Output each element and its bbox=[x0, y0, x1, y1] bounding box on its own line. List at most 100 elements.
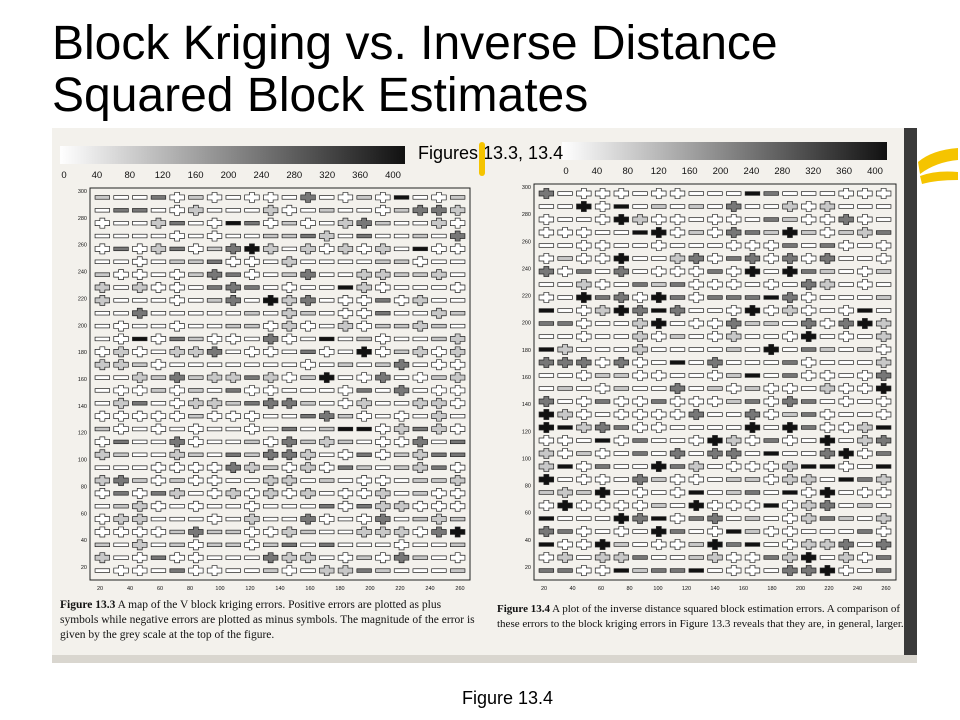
fig-13-4-x-tick: 260 bbox=[881, 586, 890, 592]
fig-13-4-minus-symbol bbox=[819, 516, 836, 521]
fig-13-4-plus-symbol bbox=[613, 305, 629, 316]
fig-13-4-plus-symbol bbox=[613, 396, 629, 407]
fig-13-3-plus-symbol bbox=[281, 552, 297, 564]
fig-13-4-minus-symbol bbox=[557, 425, 573, 430]
fig-13-3-minus-symbol bbox=[225, 555, 241, 560]
fig-13-3-plus-symbol bbox=[206, 513, 223, 525]
fig-13-3-plus-symbol bbox=[337, 500, 354, 512]
fig-13-4-minus-symbol bbox=[744, 295, 761, 300]
fig-13-3-plus-symbol bbox=[450, 487, 466, 499]
fig-13-4-minus-symbol bbox=[538, 568, 555, 573]
fig-13-4-minus-symbol bbox=[857, 503, 873, 508]
fig-13-3-minus-symbol bbox=[206, 529, 223, 535]
fig-13-4-minus-symbol bbox=[819, 269, 836, 274]
fig-13-4-plus-symbol bbox=[557, 344, 573, 355]
fig-13-4-plus-symbol bbox=[875, 409, 892, 420]
fig-13-3-minus-symbol bbox=[393, 221, 410, 226]
fig-13-4-plus-symbol bbox=[782, 539, 798, 550]
fig-13-4-plus-symbol bbox=[651, 422, 667, 433]
fig-13-4-plus-symbol bbox=[875, 396, 892, 407]
fig-13-4-minus-symbol bbox=[857, 568, 873, 573]
fig-13-3-minus-symbol bbox=[281, 542, 297, 547]
fig-13-3-minus-symbol bbox=[319, 221, 335, 226]
fig-13-4-plus-symbol bbox=[557, 552, 573, 563]
fig-13-3-minus-symbol bbox=[94, 504, 110, 509]
fig-13-3-plus-symbol bbox=[319, 462, 335, 474]
fig-13-4-minus-symbol bbox=[726, 477, 742, 482]
fig-13-4-plus-symbol bbox=[782, 331, 798, 342]
fig-13-3-scale-tick: 320 bbox=[319, 170, 335, 181]
fig-13-3-minus-symbol bbox=[300, 233, 316, 239]
fig-13-4-minus-symbol bbox=[763, 425, 779, 430]
fig-13-3-plus-symbol bbox=[281, 462, 297, 474]
fig-13-3-minus-symbol bbox=[393, 311, 410, 316]
fig-13-4-plus-symbol bbox=[744, 500, 761, 511]
fig-13-3-minus-symbol bbox=[225, 542, 241, 547]
fig-13-3-minus-symbol bbox=[393, 465, 410, 470]
fig-13-4-plus-symbol bbox=[838, 422, 854, 433]
fig-13-3-minus-symbol bbox=[244, 362, 260, 367]
fig-13-3-minus-symbol bbox=[206, 208, 223, 213]
fig-13-3-minus-symbol bbox=[337, 426, 354, 432]
fig-13-3-plus-symbol bbox=[263, 372, 279, 383]
fig-13-4-plus-symbol bbox=[763, 409, 779, 420]
fig-13-4-plus-symbol bbox=[688, 474, 704, 485]
fig-13-3-plus-symbol bbox=[337, 307, 354, 319]
fig-13-3-minus-symbol bbox=[412, 388, 428, 393]
fig-13-4-plus-symbol bbox=[838, 448, 854, 459]
fig-13-4-minus-symbol bbox=[538, 204, 555, 209]
fig-13-3-minus-symbol bbox=[113, 221, 129, 226]
fig-13-3-plus-symbol bbox=[188, 462, 204, 474]
fig-13-3-plus-symbol bbox=[431, 204, 447, 216]
fig-13-3-plus-symbol bbox=[319, 565, 335, 576]
fig-13-4-plus-symbol bbox=[819, 253, 836, 264]
fig-13-4-minus-symbol bbox=[557, 308, 573, 313]
fig-13-3-minus-symbol bbox=[393, 285, 410, 290]
fig-13-3-minus-symbol bbox=[263, 272, 279, 277]
fig-13-3-minus-symbol bbox=[150, 375, 167, 380]
fig-13-3-minus-symbol bbox=[206, 388, 223, 393]
fig-13-3-minus-symbol bbox=[356, 388, 372, 393]
fig-13-3-plus-symbol bbox=[188, 552, 204, 564]
fig-13-4-plus-symbol bbox=[576, 253, 592, 264]
fig-13-4-plus-symbol bbox=[576, 526, 592, 537]
fig-13-4-plus-symbol bbox=[726, 383, 742, 394]
fig-13-3-plus-symbol bbox=[281, 449, 297, 461]
fig-13-4-plus-symbol bbox=[819, 279, 836, 290]
fig-13-4-minus-symbol bbox=[819, 308, 836, 313]
fig-13-3-minus-symbol bbox=[132, 362, 148, 367]
figure-13-4-text: A plot of the inverse distance squared b… bbox=[497, 603, 904, 630]
fig-13-3-x-tick: 240 bbox=[425, 586, 434, 592]
fig-13-3-plus-symbol bbox=[132, 346, 148, 358]
fig-13-4-minus-symbol bbox=[782, 490, 798, 495]
fig-13-4-minus-symbol bbox=[763, 438, 779, 443]
fig-13-4-plus-symbol bbox=[613, 292, 629, 303]
fig-13-4-plus-symbol bbox=[782, 305, 798, 316]
fig-13-4-plus-symbol bbox=[707, 227, 723, 238]
fig-13-3-plus-symbol bbox=[393, 359, 410, 371]
fig-13-4-plus-symbol bbox=[594, 383, 611, 394]
fig-13-3-plus-symbol bbox=[113, 397, 129, 409]
fig-13-3-minus-symbol bbox=[431, 465, 447, 470]
fig-13-3-minus-symbol bbox=[188, 388, 204, 393]
fig-13-3-plus-symbol bbox=[281, 565, 297, 576]
fig-13-3-minus-symbol bbox=[393, 336, 410, 342]
fig-13-4-minus-symbol bbox=[857, 334, 873, 339]
fig-13-3-minus-symbol bbox=[431, 336, 447, 342]
fig-13-3-minus-symbol bbox=[319, 491, 335, 496]
fig-13-3-plus-symbol bbox=[412, 462, 428, 474]
fig-13-3-minus-symbol bbox=[281, 504, 297, 509]
fig-13-4-plus-symbol bbox=[763, 344, 779, 355]
fig-13-3-y-tick: 40 bbox=[81, 538, 87, 544]
fig-13-3-minus-symbol bbox=[244, 298, 260, 303]
fig-13-3-minus-symbol bbox=[393, 272, 410, 277]
fig-13-4-plus-symbol bbox=[613, 188, 629, 199]
fig-13-4-x-tick: 120 bbox=[682, 586, 691, 592]
fig-13-3-minus-symbol bbox=[132, 221, 148, 226]
fig-13-4-plus-symbol bbox=[763, 396, 779, 407]
fig-13-4-minus-symbol bbox=[594, 334, 611, 339]
fig-13-3-minus-symbol bbox=[188, 311, 204, 316]
fig-13-4-minus-symbol bbox=[782, 191, 798, 196]
fig-13-4-plus-symbol bbox=[688, 409, 704, 420]
fig-13-4-minus-symbol bbox=[557, 191, 573, 196]
